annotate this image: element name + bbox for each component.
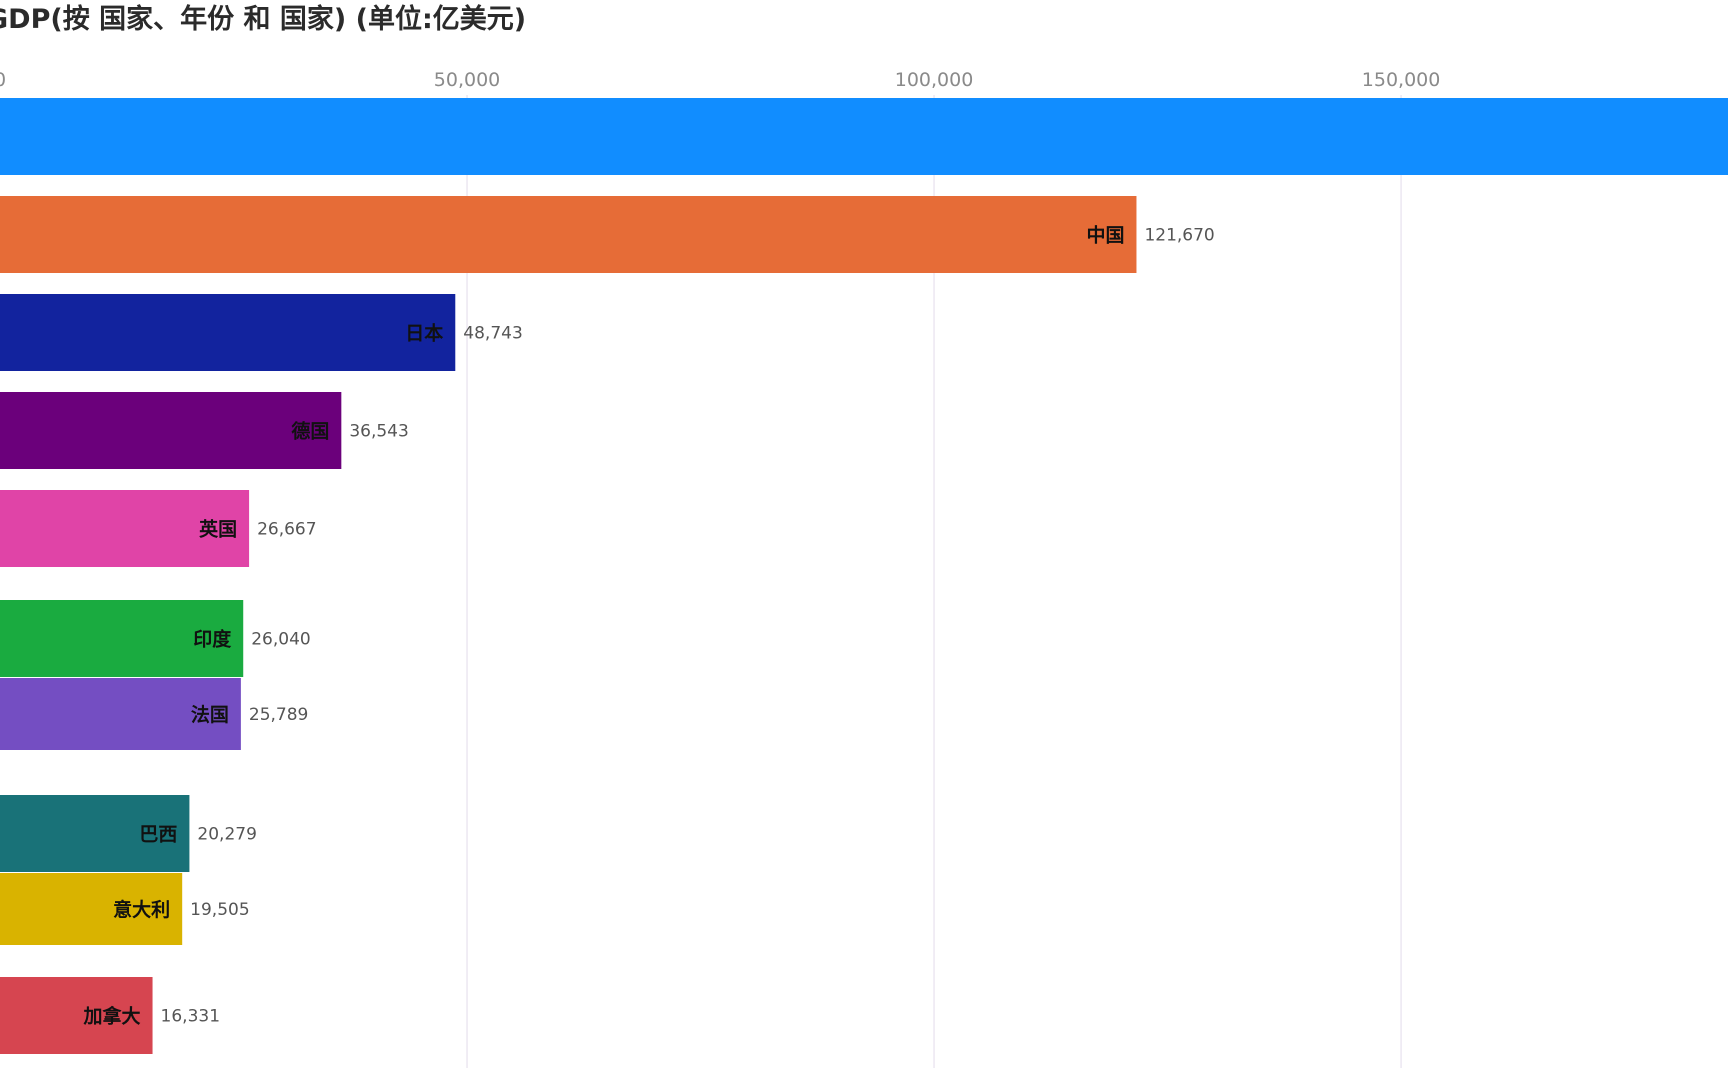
bars bbox=[0, 98, 1728, 1054]
bar-top bbox=[0, 98, 1728, 175]
bar-category-label: 意大利 bbox=[113, 898, 170, 921]
x-tick-label: 100,000 bbox=[895, 69, 974, 91]
x-tick-label: 150,000 bbox=[1362, 69, 1441, 91]
bar-category-label: 巴西 bbox=[139, 824, 177, 846]
bar-value-label: 19,505 bbox=[190, 900, 249, 920]
bar-印度 bbox=[0, 600, 244, 677]
bar-category-label: 英国 bbox=[199, 518, 237, 541]
x-tick-label: 50,000 bbox=[434, 69, 500, 91]
bar-labels: 中国 121,670 日本 48,743 德国 36,543 英国 26,667 印度 26,04… bbox=[83, 224, 1215, 1028]
bar-法国 bbox=[0, 678, 241, 750]
bar-value-label: 20,279 bbox=[197, 825, 256, 845]
bar-value-label: 25,789 bbox=[249, 705, 308, 725]
bar-英国 bbox=[0, 490, 250, 567]
bar-category-label: 印度 bbox=[193, 628, 232, 651]
bar-日本 bbox=[0, 294, 456, 371]
chart-title: GDP(按 国家、年份 和 国家) (单位:亿美元) bbox=[0, 3, 526, 35]
bar-value-label: 121,670 bbox=[1144, 226, 1214, 246]
bar-category-label: 日本 bbox=[405, 322, 443, 345]
x-tick-label: 0 bbox=[0, 69, 6, 91]
bar-value-label: 36,543 bbox=[349, 422, 408, 442]
bar-意大利 bbox=[0, 873, 183, 945]
bar-德国 bbox=[0, 392, 342, 469]
bar-加拿大 bbox=[0, 977, 153, 1054]
bar-中国 bbox=[0, 196, 1137, 273]
bar-category-label: 德国 bbox=[291, 420, 329, 443]
bar-category-label: 加拿大 bbox=[83, 1005, 141, 1028]
bar-value-label: 48,743 bbox=[463, 324, 522, 344]
bar-巴西 bbox=[0, 795, 190, 872]
bar-value-label: 16,331 bbox=[161, 1007, 220, 1027]
bar-category-label: 法国 bbox=[191, 703, 229, 726]
bar-category-label: 中国 bbox=[1086, 224, 1124, 247]
bar-value-label: 26,667 bbox=[257, 520, 316, 540]
bar-value-label: 26,040 bbox=[251, 630, 310, 650]
x-axis-ticks: 0 50,000 100,000 150,000 bbox=[0, 69, 1440, 91]
